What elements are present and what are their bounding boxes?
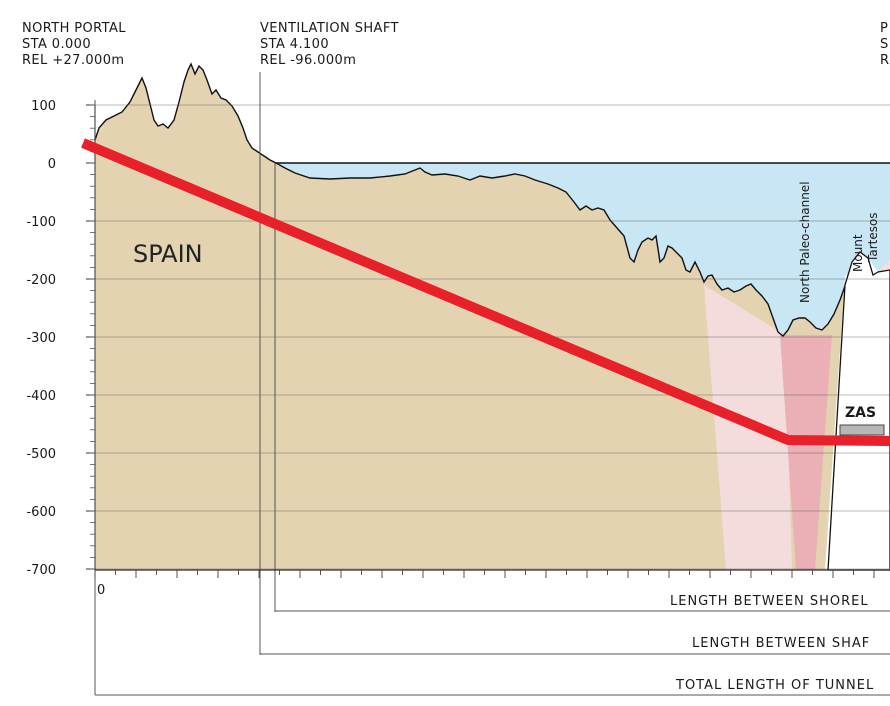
total-length-label: TOTAL LENGTH OF TUNNEL	[675, 678, 874, 693]
mount-label-line1: Mount	[851, 234, 865, 272]
y-tick-label: -500	[26, 447, 56, 462]
y-tick-label: -300	[26, 331, 56, 346]
paleo-channel-label: North Paleo-channel	[798, 181, 812, 303]
y-tick-label: 100	[31, 99, 56, 114]
y-tick-label: -100	[26, 215, 56, 230]
right-station-name: P	[880, 21, 888, 36]
y-tick-label: -600	[26, 505, 56, 520]
north-portal-name: NORTH PORTAL	[22, 21, 126, 36]
north-portal-sta: STA 0.000	[22, 37, 91, 52]
ventilation-shaft-name: VENTILATION SHAFT	[260, 21, 399, 36]
zas-marker	[839, 424, 885, 436]
ventilation-shaft-sta: STA 4.100	[260, 37, 329, 52]
tunnel-alignment	[81, 138, 890, 446]
y-tick-label: -400	[26, 389, 56, 404]
shaft-length-label: LENGTH BETWEEN SHAF	[692, 636, 870, 651]
grid-lines	[95, 104, 890, 570]
y-tick-label: -200	[26, 273, 56, 288]
y-axis	[86, 104, 96, 570]
sea-area	[276, 163, 890, 336]
spain-label: SPAIN	[133, 240, 203, 268]
right-station-sta: S	[880, 37, 889, 52]
y-tick-label: -700	[26, 563, 56, 578]
north-portal-rel: REL +27.000m	[22, 53, 124, 68]
mount-label-line2: Tartesos	[866, 212, 880, 263]
y-tick-label: 0	[48, 157, 56, 172]
right-station-rel: R	[880, 53, 889, 68]
x-origin-label: 0	[97, 583, 105, 598]
terrain-outline	[94, 62, 846, 337]
zas-label: ZAS	[845, 405, 876, 421]
x-axis-ticks	[94, 570, 875, 578]
shoreline-length-label: LENGTH BETWEEN SHOREL	[670, 594, 869, 609]
seabed-terrain	[95, 64, 845, 570]
ventilation-shaft-rel: REL -96.000m	[260, 53, 356, 68]
